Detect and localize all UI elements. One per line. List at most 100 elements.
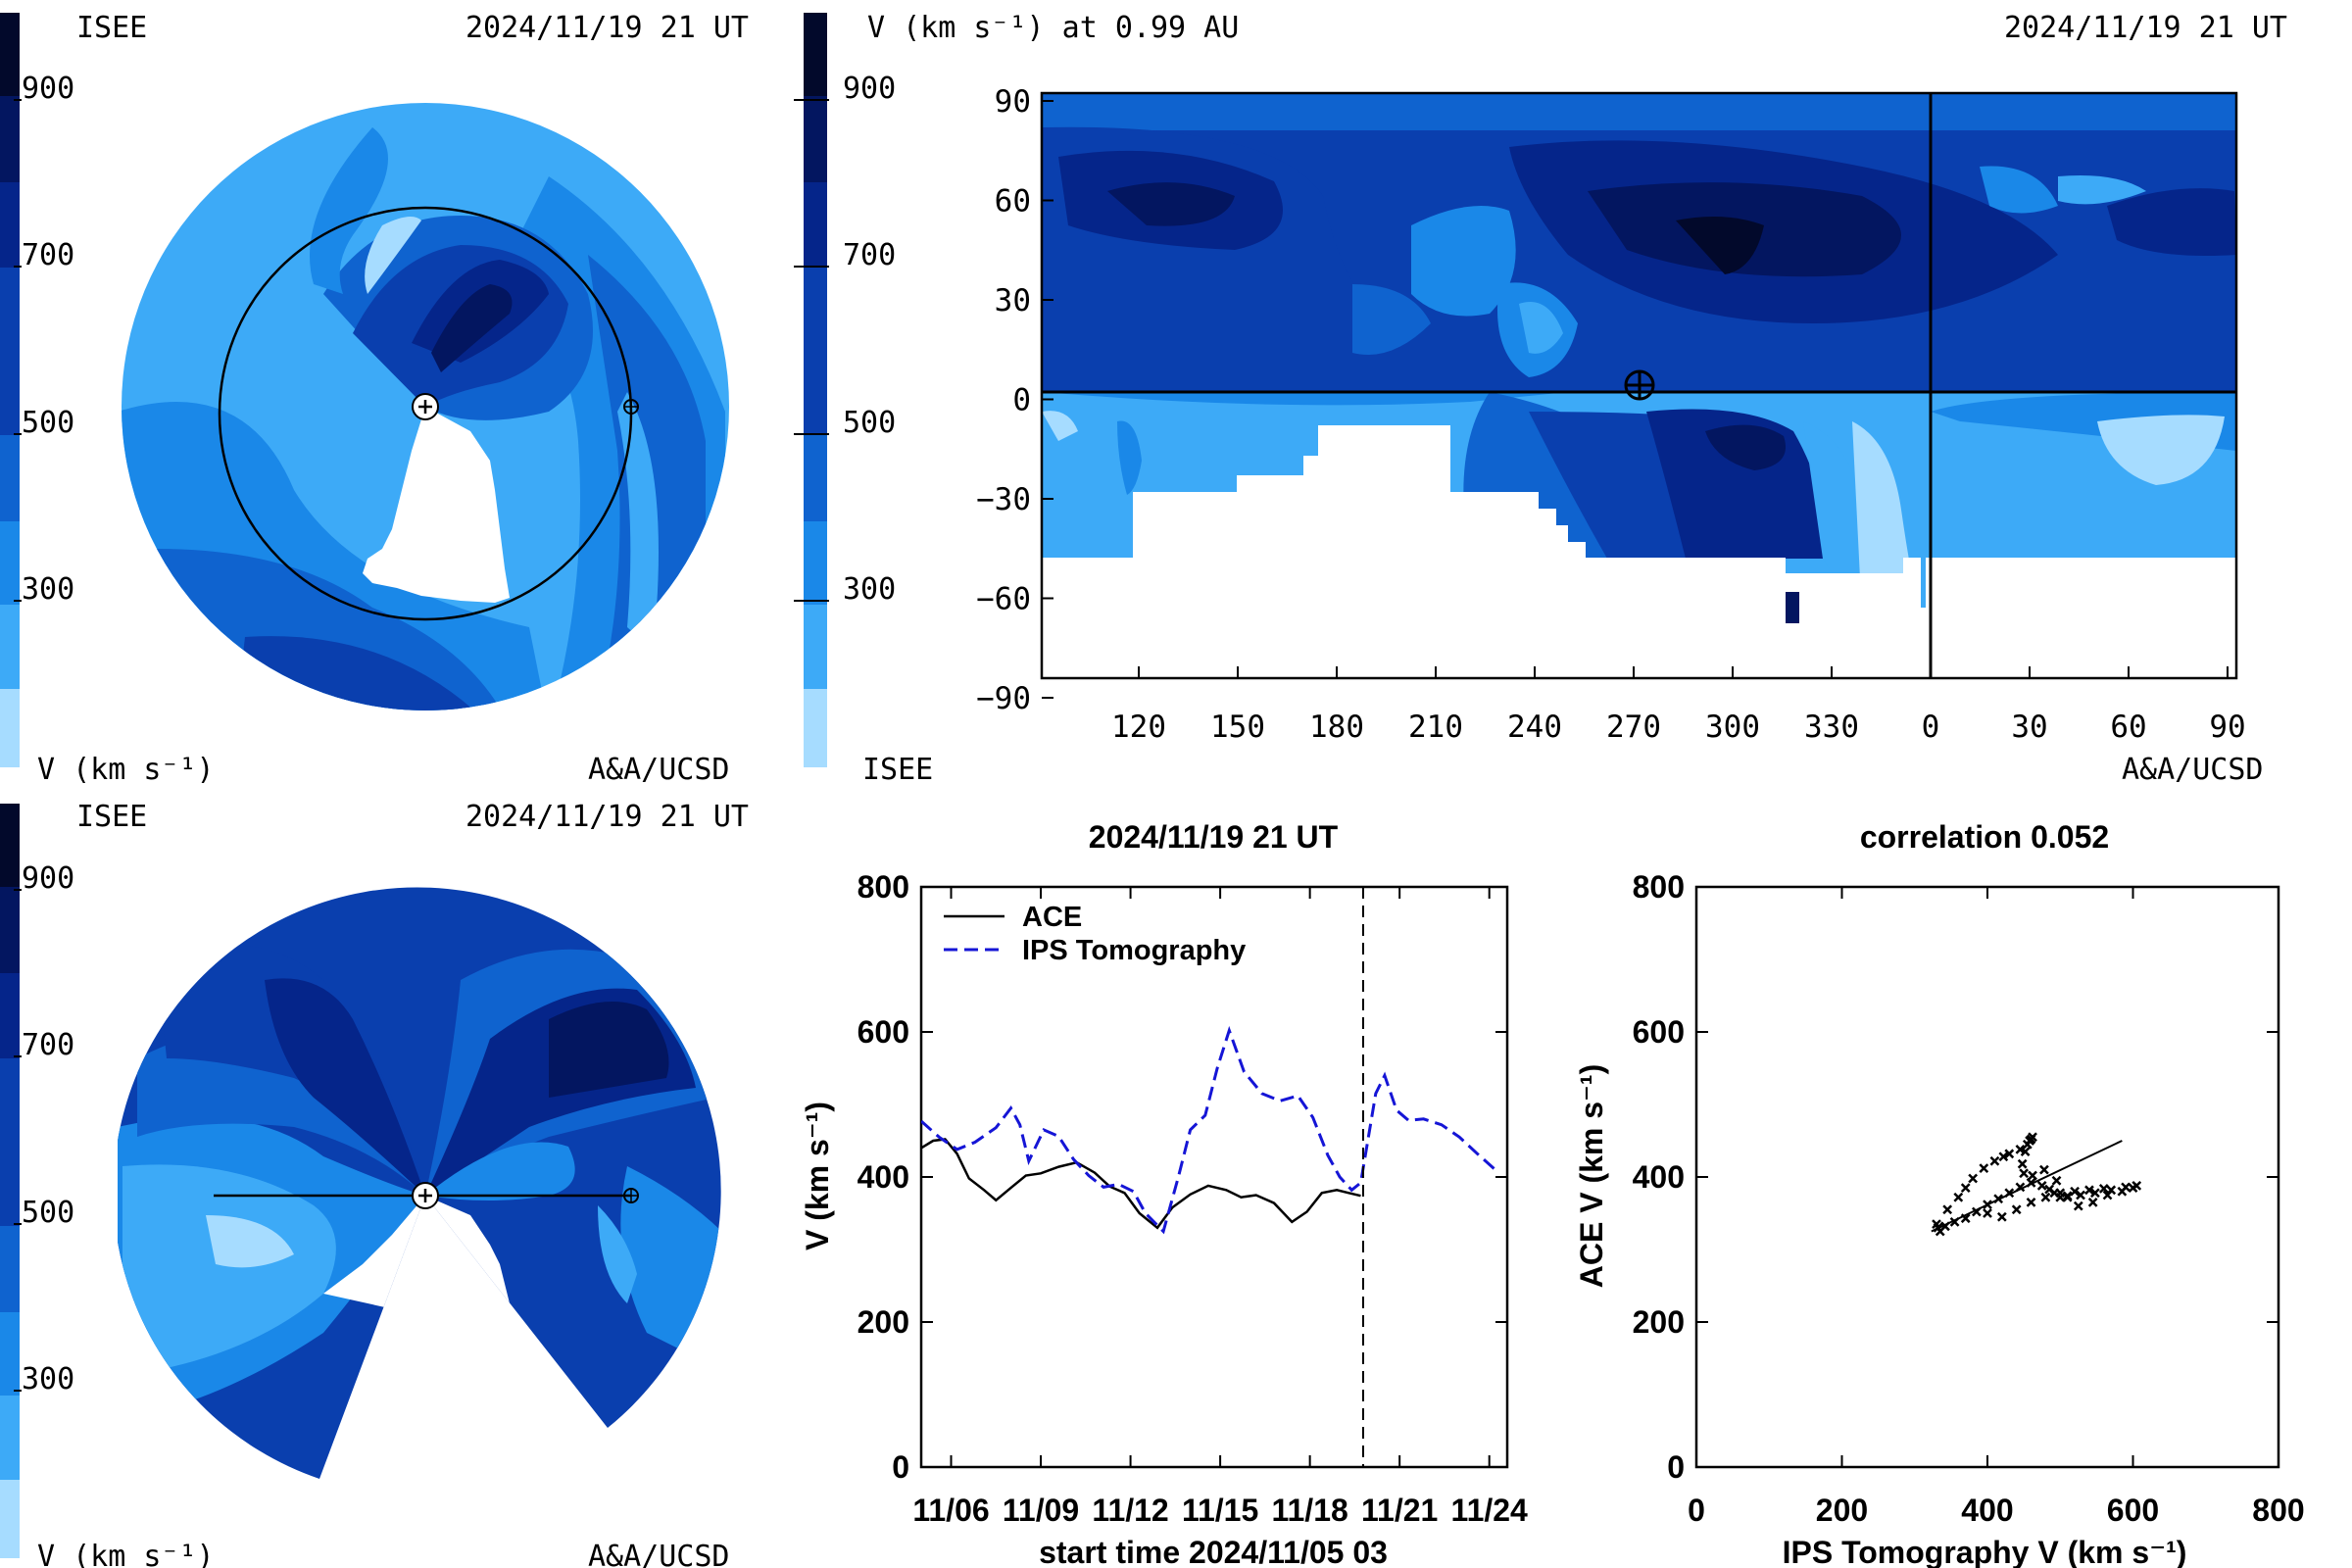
x-tick-label: 11/09: [1003, 1493, 1079, 1528]
regression-line: [1931, 1140, 2123, 1233]
map-x-tick-label: 270: [1606, 710, 1661, 745]
scatter-xlabel: IPS Tomography V (km s⁻¹): [1783, 1535, 2187, 1568]
map-x-tick-label: 60: [2110, 710, 2146, 745]
scatter-frame: [1694, 885, 2280, 1469]
y-tick-label: 800: [1633, 869, 1685, 905]
scatter-point: [2070, 1186, 2080, 1197]
map-y-tick-label: −30: [976, 482, 1031, 517]
timeseries-title: 2024/11/19 21 UT: [1089, 819, 1339, 855]
map-x-tick-label: 90: [2209, 710, 2245, 745]
colorbar-tick-label: 500: [22, 1196, 74, 1230]
map-y-tick-label: 60: [995, 184, 1031, 220]
map-x-tick-label: 180: [1309, 710, 1364, 745]
scatter-point: [2051, 1175, 2062, 1186]
data-gap: [1042, 425, 1936, 624]
x-tick-label: 600: [2107, 1493, 2159, 1528]
colorbar-tick-label: 300: [22, 1362, 74, 1396]
colorbar-top-left-bands: [0, 13, 20, 767]
scatter-axes: 0 200 400 600 800 0 200 400 600 800: [1633, 869, 2305, 1528]
map-x-ticks: 120 150 180 210 240 270 300 330 0 30 60 90: [1111, 666, 2246, 745]
scatter-point: [2026, 1198, 2036, 1207]
scatter-point: [2076, 1190, 2085, 1200]
footer-left: V (km s⁻¹): [37, 1540, 215, 1568]
colorbar-tick-label: 500: [22, 406, 74, 440]
x-tick-label: 11/21: [1361, 1493, 1438, 1528]
scatter-point: [2087, 1198, 2098, 1207]
map-x-tick-label: 30: [2011, 710, 2047, 745]
scatter-point: [2073, 1200, 2083, 1211]
footer-left: ISEE: [862, 753, 933, 787]
header-right: 2024/11/19 21 UT: [466, 11, 749, 45]
map-y-tick-label: 90: [995, 84, 1031, 120]
x-tick-label: 200: [1816, 1493, 1868, 1528]
scatter-point: [2062, 1191, 2073, 1201]
x-tick-label: 400: [1961, 1493, 2013, 1528]
map-y-tick-label: −90: [976, 681, 1031, 716]
series-ips-line: [921, 1025, 1496, 1235]
map-x-tick-label: 0: [1922, 710, 1940, 745]
scatter-point: [2019, 1168, 2030, 1179]
footer-left: V (km s⁻¹): [37, 753, 215, 787]
map-x-tick-label: 150: [1210, 710, 1265, 745]
x-tick-label: 11/12: [1092, 1493, 1168, 1528]
map-y-tick-label: 0: [1012, 383, 1031, 418]
velocity-map: [1042, 93, 2236, 624]
y-tick-label: 0: [1667, 1449, 1685, 1485]
map-x-tick-label: 240: [1507, 710, 1562, 745]
footer-right: A&A/UCSD: [588, 753, 730, 787]
earth-marker-cross: [624, 1189, 638, 1202]
data-patch: [1786, 592, 1799, 623]
scatter-point: [2121, 1182, 2131, 1193]
map-y-tick-label: −60: [976, 582, 1031, 617]
y-tick-label: 200: [858, 1304, 909, 1340]
colorbar-tick-label: 300: [22, 572, 74, 607]
scatter-point: [1942, 1204, 1953, 1215]
scatter-point: [1968, 1173, 1979, 1184]
x-tick-label: 11/24: [1451, 1493, 1529, 1528]
scatter-point: [2039, 1164, 2049, 1175]
earth-marker-cross: [1626, 371, 1653, 399]
footer-right: A&A/UCSD: [588, 1540, 730, 1568]
colorbar-tick-label: 500: [843, 406, 896, 440]
map-frame: [1040, 91, 2238, 680]
series-ace-line: [921, 1138, 1361, 1230]
map-x-tick-label: 210: [1408, 710, 1463, 745]
data-patch: [1926, 558, 2236, 624]
scatter-point: [1998, 1152, 2009, 1162]
scatter-point: [2084, 1185, 2094, 1196]
data-gap: [363, 407, 510, 603]
colorbar-bottom-left-ticks: 900 700 500 300: [14, 861, 74, 1396]
y-tick-label: 600: [1633, 1014, 1685, 1050]
colorbar-bottom-left-bands: [0, 804, 20, 1558]
scatter-point: [2015, 1144, 2026, 1154]
scatter-point: [1960, 1183, 1971, 1193]
scatter-point: [2132, 1180, 2142, 1191]
map-x-tick-label: 330: [1804, 710, 1859, 745]
timeseries-panel: 2024/11/19 21 UT 0 200 400 600 800 11/06 11/09…: [800, 819, 1528, 1568]
colorbar-tick-label: 700: [22, 238, 74, 272]
scatter-ylabel: ACE V (km s⁻¹): [1574, 1064, 1609, 1288]
scatter-point: [2044, 1184, 2054, 1195]
scatter-point: [1996, 1211, 2007, 1222]
scatter-point: [2025, 1136, 2034, 1146]
x-tick-label: 11/18: [1271, 1493, 1348, 1528]
colorbar-tick-label: 700: [843, 238, 896, 272]
earth-marker-cross: [624, 400, 638, 414]
scatter-point: [1953, 1192, 1964, 1202]
scatter-point: [2020, 1147, 2031, 1156]
scatter-point: [2017, 1158, 2028, 1169]
header-left: ISEE: [76, 800, 147, 834]
x-tick-label: 800: [2252, 1493, 2304, 1528]
map-title: V (km s⁻¹) at 0.99 AU: [867, 11, 1239, 45]
map-y-tick-label: 30: [995, 283, 1031, 318]
scatter-point: [2040, 1192, 2051, 1202]
y-tick-label: 800: [858, 869, 909, 905]
top-left-panel: 900 700 500 300 ISEE 2024/11/19 21 UT V …: [0, 11, 749, 787]
colorbar-tick-label: 300: [843, 572, 896, 607]
header-right: 2024/11/19 21 UT: [2004, 11, 2287, 45]
header-right: 2024/11/19 21 UT: [466, 800, 749, 834]
top-right-panel: 900 700 500 300 V (km s⁻¹) at 0.99 AU 20…: [794, 11, 2287, 787]
legend-ace-label: ACE: [1022, 902, 1082, 933]
header-left: ISEE: [76, 11, 147, 45]
